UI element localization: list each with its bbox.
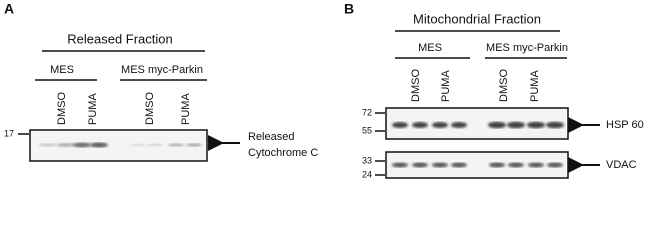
bands <box>392 121 564 129</box>
marker-label: 55 <box>362 125 372 135</box>
band <box>527 121 545 129</box>
band <box>412 162 428 168</box>
group-label: MES myc-Parkin <box>121 64 203 76</box>
lane-label: PUMA <box>87 93 99 125</box>
band <box>90 142 108 148</box>
band <box>489 162 505 168</box>
figure: A Released Fraction MES MES myc-Parkin D… <box>4 1 644 180</box>
band <box>73 142 91 148</box>
band <box>451 122 467 128</box>
band <box>546 121 564 129</box>
band <box>168 143 184 147</box>
marker-label: 24 <box>362 169 372 179</box>
panel-b: B Mitochondrial Fraction MES MES myc-Par… <box>344 1 644 180</box>
fraction-title: Released Fraction <box>67 31 173 46</box>
band <box>130 143 146 147</box>
band <box>186 143 202 147</box>
band <box>57 143 75 147</box>
band-label: Released <box>248 131 294 143</box>
marker-label: 17 <box>4 128 14 138</box>
lane-label: PUMA <box>529 70 541 102</box>
band <box>547 162 563 168</box>
panel-label: A <box>4 1 14 17</box>
marker-label: 72 <box>362 107 372 117</box>
group-label: MES <box>50 64 74 76</box>
band <box>432 162 448 168</box>
lane-label: PUMA <box>440 70 452 102</box>
fraction-title: Mitochondrial Fraction <box>413 11 541 26</box>
lane-label: DMSO <box>56 92 68 125</box>
band-label: VDAC <box>606 159 637 171</box>
lane-label: DMSO <box>410 69 422 102</box>
panel-a: A Released Fraction MES MES myc-Parkin D… <box>4 1 318 162</box>
bands <box>392 162 563 168</box>
band <box>147 143 163 147</box>
lane-label: PUMA <box>180 93 192 125</box>
lane-label: DMSO <box>498 69 510 102</box>
band <box>392 162 408 168</box>
band <box>508 162 524 168</box>
panel-label: B <box>344 1 354 17</box>
group-label: MES <box>418 42 442 54</box>
group-label: MES myc-Parkin <box>486 42 568 54</box>
band-label: Cytochrome C <box>248 147 318 159</box>
band-label: HSP 60 <box>606 119 644 131</box>
band <box>39 143 57 147</box>
bands <box>39 142 202 148</box>
band <box>412 122 428 128</box>
marker-label: 33 <box>362 155 372 165</box>
lane-label: DMSO <box>144 92 156 125</box>
band <box>488 121 506 129</box>
band <box>392 122 408 128</box>
band <box>528 162 544 168</box>
band <box>451 162 467 168</box>
band <box>432 122 448 128</box>
band <box>507 121 525 129</box>
